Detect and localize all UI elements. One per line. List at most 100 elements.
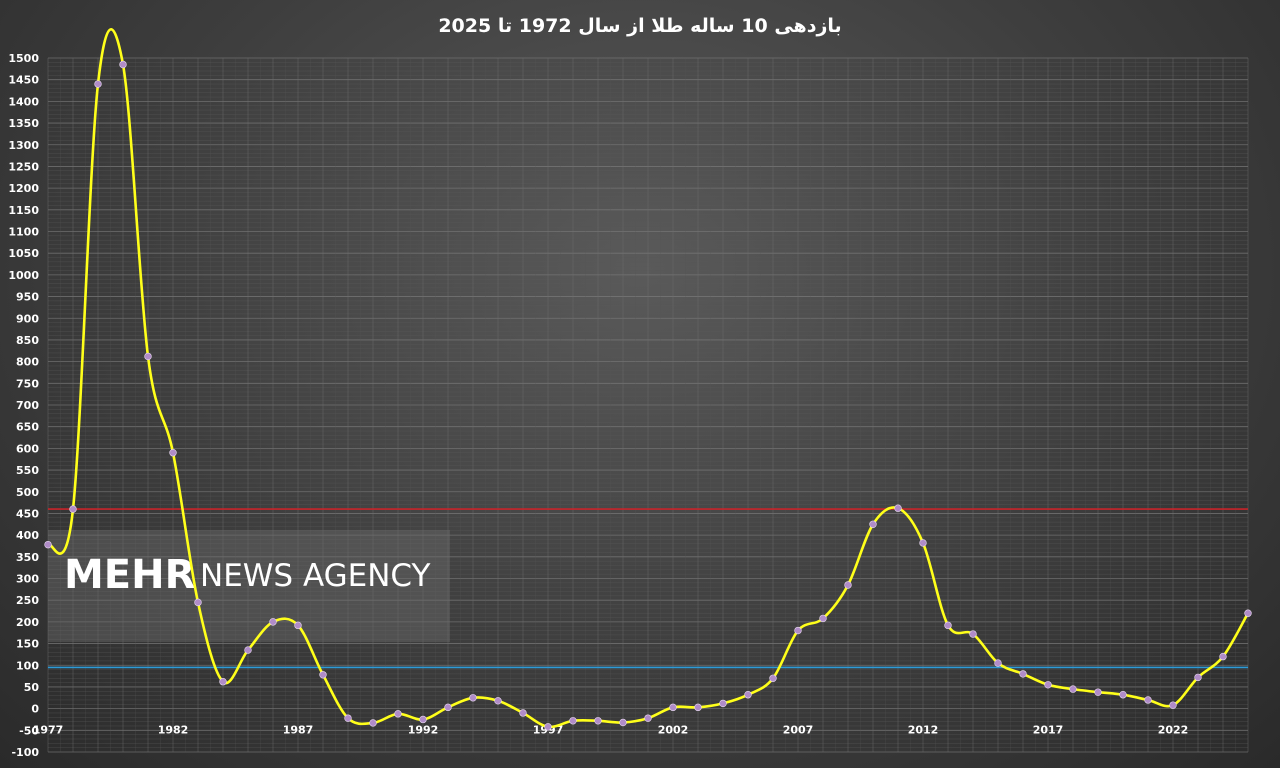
x-tick-label: 2002	[658, 724, 689, 737]
y-tick-label: 1300	[8, 139, 39, 152]
x-tick-label: 2007	[783, 724, 814, 737]
data-point	[269, 618, 277, 626]
data-point	[294, 621, 302, 630]
data-point	[594, 717, 602, 725]
y-tick-label: 1450	[8, 74, 39, 87]
data-point	[319, 671, 327, 679]
y-tick-label: 700	[16, 399, 39, 412]
data-point	[719, 699, 727, 708]
data-point	[919, 539, 927, 547]
data-point	[494, 697, 502, 705]
data-point	[544, 723, 552, 731]
data-point	[1144, 696, 1152, 704]
data-point	[1069, 685, 1077, 693]
x-tick-label: 2022	[1158, 724, 1189, 737]
y-tick-label: 950	[16, 291, 39, 304]
y-tick-label: 1200	[8, 182, 39, 195]
y-tick-label: 300	[16, 573, 39, 586]
x-tick-label: 2012	[908, 724, 939, 737]
data-point	[944, 621, 952, 630]
data-point	[194, 598, 202, 607]
data-point	[344, 714, 352, 722]
y-tick-label: 1100	[8, 226, 39, 239]
y-tick-label: 650	[16, 421, 39, 434]
y-tick-label: 1250	[8, 160, 39, 173]
x-tick-label: 1982	[158, 724, 189, 737]
data-point	[1194, 673, 1202, 682]
y-tick-label: 350	[16, 551, 39, 564]
chart-title: بازدهی 10 ساله طلا از سال 1972 تا 2025	[438, 15, 841, 37]
data-point	[869, 520, 877, 528]
y-tick-label: 150	[16, 638, 39, 651]
y-tick-label: 1150	[8, 204, 39, 217]
x-tick-label: 2017	[1033, 724, 1064, 737]
y-tick-label: 500	[16, 486, 39, 499]
data-point	[1119, 691, 1127, 699]
y-tick-label: 750	[16, 377, 39, 390]
series-layer	[44, 28, 1252, 731]
y-tick-label: 50	[24, 681, 40, 694]
data-point	[1169, 701, 1177, 709]
watermark-brand: MEHR	[64, 552, 195, 598]
data-point	[994, 659, 1002, 667]
watermark: MEHR NEWS AGENCY	[48, 530, 450, 642]
data-point	[1044, 681, 1052, 689]
data-point	[169, 449, 177, 457]
y-tick-label: 1000	[8, 269, 39, 282]
data-point	[619, 718, 627, 727]
y-tick-label: 800	[16, 356, 39, 369]
y-tick-label: 1050	[8, 247, 39, 260]
data-point	[669, 703, 677, 712]
data-point	[694, 703, 702, 712]
data-point	[644, 714, 652, 722]
y-tick-label: 400	[16, 529, 39, 542]
data-point	[894, 504, 902, 512]
grid	[47, 57, 1249, 753]
data-point	[1219, 652, 1227, 661]
y-tick-label: 1500	[8, 52, 39, 65]
y-tick-label: 900	[16, 312, 39, 325]
x-tick-label: 1987	[283, 724, 314, 737]
data-point	[1019, 670, 1027, 678]
y-tick-label: 100	[16, 659, 39, 672]
y-tick-label: 250	[16, 594, 39, 607]
data-point	[844, 581, 852, 589]
watermark-text: NEWS AGENCY	[200, 558, 431, 594]
x-tick-label: 1977	[33, 724, 64, 737]
data-point	[119, 60, 127, 69]
y-tick-label: 450	[16, 507, 39, 520]
data-point	[144, 352, 152, 361]
data-point	[744, 691, 752, 699]
data-point	[819, 614, 827, 623]
data-point	[419, 715, 427, 724]
data-point	[219, 678, 227, 686]
y-axis-ticks: -100 -50 0 50 100 150 200 250 300 350 400 450 500 550…	[8, 52, 39, 759]
y-tick-label: -100	[11, 746, 39, 759]
y-tick-label: -50	[19, 724, 39, 737]
y-tick-label: 600	[16, 442, 39, 455]
data-point	[519, 709, 527, 717]
y-tick-label: 0	[31, 703, 39, 716]
data-point	[969, 630, 977, 638]
data-point	[1244, 609, 1252, 617]
data-point	[44, 540, 52, 549]
y-tick-label: 1400	[8, 95, 39, 108]
data-point	[444, 703, 452, 712]
data-point	[769, 674, 777, 682]
y-tick-label: 850	[16, 334, 39, 347]
data-point	[1094, 688, 1102, 696]
y-tick-label: 200	[16, 616, 39, 629]
data-point	[794, 626, 802, 635]
data-point	[94, 80, 102, 88]
data-point	[69, 505, 77, 513]
watermark-backdrop	[48, 530, 450, 642]
data-point	[569, 717, 577, 725]
reference-lines	[48, 508, 1248, 669]
data-point	[369, 719, 377, 727]
data-point	[469, 694, 477, 702]
data-point	[394, 710, 402, 718]
y-tick-label: 550	[16, 464, 39, 477]
data-point	[244, 646, 252, 654]
x-tick-label: 1992	[408, 724, 439, 737]
